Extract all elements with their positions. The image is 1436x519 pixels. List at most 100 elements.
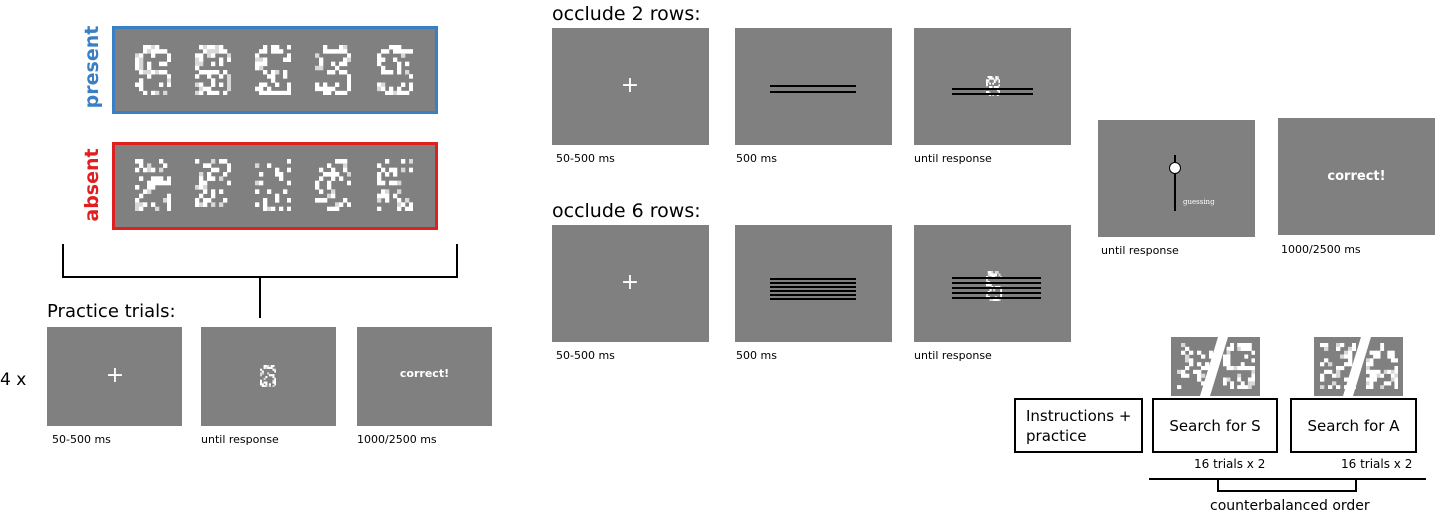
noise-pixel xyxy=(203,70,208,75)
noise-pixel xyxy=(1185,373,1190,378)
noise-pixel xyxy=(397,90,402,95)
noise-pixel xyxy=(1226,354,1231,359)
present-label: present xyxy=(81,25,103,109)
noise-pixel xyxy=(1383,381,1388,386)
noise-pixel xyxy=(1240,385,1245,389)
noise-pixel xyxy=(1000,293,1002,297)
noise-pixel xyxy=(1226,366,1231,371)
noise-pixel xyxy=(331,193,336,199)
noise-pixel xyxy=(203,180,208,186)
noise-pixel xyxy=(211,45,216,50)
noise-pixel xyxy=(986,293,989,297)
occlude6-title: occlude 6 rows: xyxy=(552,200,701,222)
noise-pixel xyxy=(135,57,140,62)
noise-pixel xyxy=(1247,343,1252,348)
noise-pixel xyxy=(265,366,268,369)
noise-pixel xyxy=(331,167,336,173)
noise-pixel xyxy=(987,273,990,277)
noise-pixel xyxy=(401,49,406,54)
noise-pixel xyxy=(259,180,264,186)
noise-pixel xyxy=(1244,354,1249,359)
noise-pixel xyxy=(163,163,168,168)
noise-pixel xyxy=(271,206,276,211)
noise-pixel xyxy=(1394,358,1398,363)
noise-pixel xyxy=(199,70,204,75)
noise-pixel xyxy=(151,45,156,50)
noise-pixel xyxy=(1244,346,1249,351)
noise-pixel xyxy=(199,86,204,92)
noise-pixel xyxy=(267,365,270,368)
noise-pixel xyxy=(271,90,276,95)
noise-pixel xyxy=(272,376,275,379)
noise-pixel xyxy=(255,65,260,71)
noise-pixel xyxy=(255,61,260,67)
noise-pixel xyxy=(409,74,413,79)
noise-pixel xyxy=(279,90,284,95)
noise-pixel xyxy=(1380,346,1385,351)
practice-feedback-text: correct! xyxy=(399,367,450,380)
noise-pixel xyxy=(211,189,216,194)
order-bracket-stem xyxy=(1217,478,1219,492)
noise-pixel xyxy=(327,172,332,177)
noise-pixel xyxy=(199,202,204,207)
noise-pixel xyxy=(211,61,216,67)
noise-pixel xyxy=(203,49,208,54)
noise-pixel xyxy=(261,383,264,386)
noise-pixel xyxy=(1244,366,1249,371)
present-stimulus-3 xyxy=(255,45,291,95)
noise-pixel xyxy=(1324,343,1329,348)
noise-pixel xyxy=(1332,373,1337,378)
occluder-bar-1 xyxy=(770,85,856,87)
noise-pixel xyxy=(994,298,997,301)
present-panel xyxy=(112,26,438,114)
noise-pixel xyxy=(1394,385,1398,389)
noise-pixel xyxy=(219,176,224,181)
noise-pixel xyxy=(315,53,320,58)
noise-pixel xyxy=(397,180,402,186)
noise-pixel xyxy=(347,202,351,207)
noise-pixel xyxy=(339,61,344,67)
present-stimulus-1 xyxy=(135,45,171,95)
rating-slider-track xyxy=(1174,155,1176,211)
noise-pixel xyxy=(996,94,999,96)
noise-pixel xyxy=(207,49,212,54)
noise-pixel xyxy=(331,172,336,177)
noise-pixel xyxy=(393,49,398,54)
noise-pixel xyxy=(335,49,340,54)
noise-pixel xyxy=(397,49,402,54)
noise-pixel xyxy=(1226,358,1231,363)
noise-pixel xyxy=(151,70,156,75)
noise-pixel xyxy=(409,206,413,211)
noise-pixel xyxy=(263,366,266,369)
noise-pixel xyxy=(335,65,340,71)
noise-pixel xyxy=(327,49,332,54)
noise-pixel xyxy=(409,49,413,54)
noise-pixel xyxy=(272,374,275,377)
noise-pixel xyxy=(159,61,164,67)
noise-pixel xyxy=(135,82,140,87)
noise-pixel xyxy=(335,82,340,87)
noise-pixel xyxy=(275,198,280,203)
noise-pixel xyxy=(151,167,156,173)
noise-pixel xyxy=(1201,381,1206,386)
noise-pixel xyxy=(223,70,228,75)
noise-pixel xyxy=(1369,385,1374,389)
noise-pixel xyxy=(339,49,344,54)
noise-pixel xyxy=(155,70,160,75)
noise-pixel xyxy=(1201,373,1206,378)
noise-pixel xyxy=(393,45,398,50)
noise-pixel xyxy=(159,82,164,87)
noise-pixel xyxy=(405,90,410,95)
noise-pixel xyxy=(1390,354,1395,359)
noise-pixel xyxy=(339,90,344,95)
occlude6-fixation-duration: 50-500 ms xyxy=(556,349,615,362)
split-slash xyxy=(1343,337,1371,396)
noise-pixel xyxy=(998,273,1001,277)
absent-panel xyxy=(112,142,438,230)
noise-pixel xyxy=(1366,385,1370,389)
noise-pixel xyxy=(1247,381,1252,386)
noise-pixel xyxy=(385,198,390,203)
noise-pixel xyxy=(260,381,263,384)
noise-pixel xyxy=(195,198,200,203)
noise-pixel xyxy=(139,57,144,62)
